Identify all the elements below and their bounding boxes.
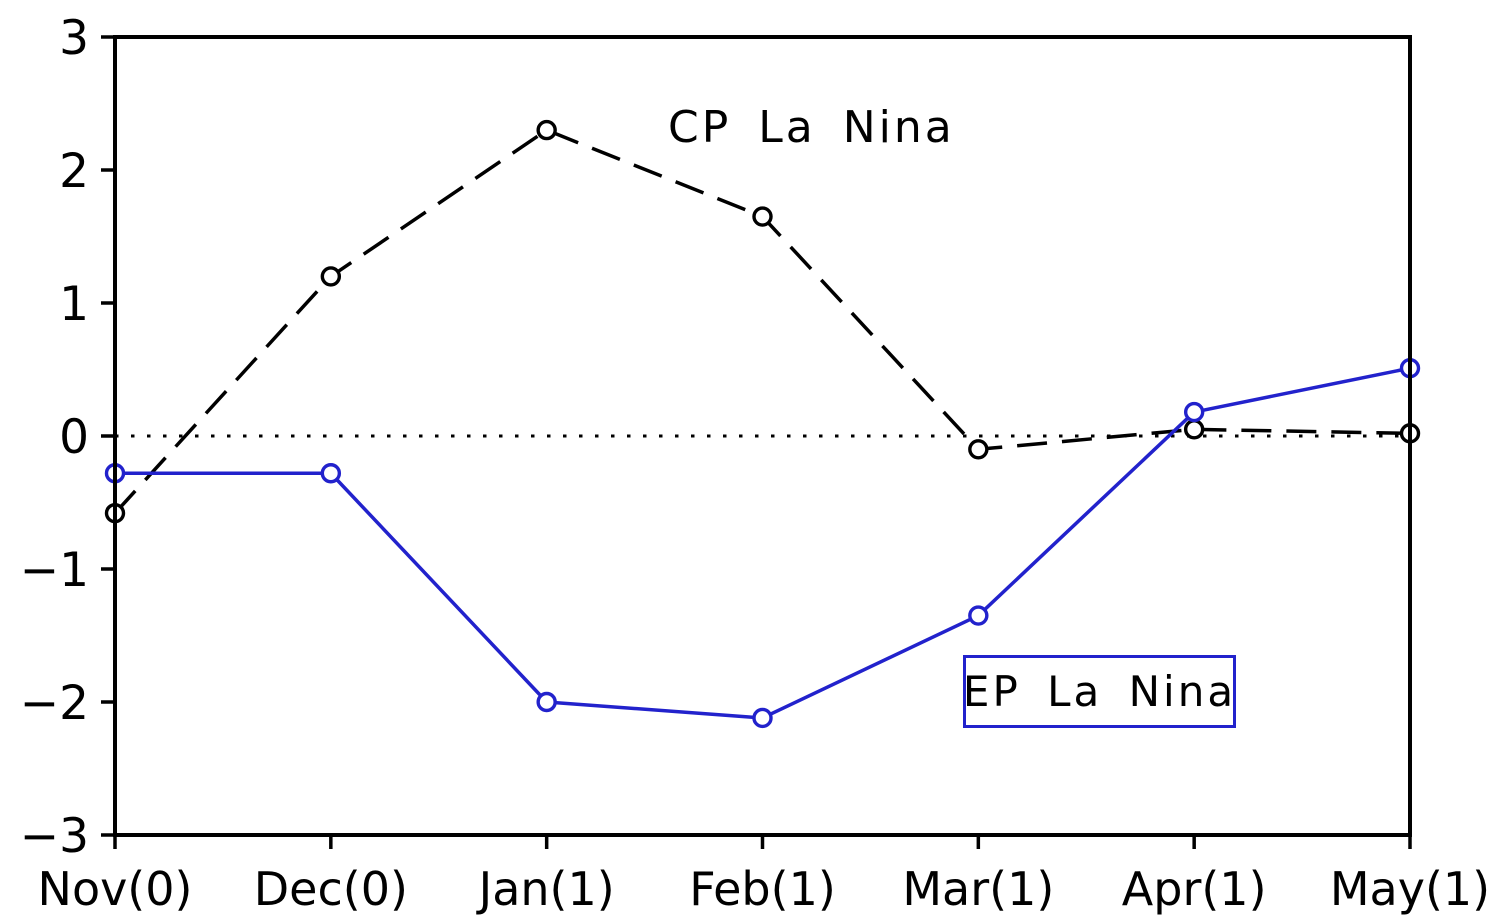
y-axis-tick-label: −3 <box>20 809 89 864</box>
y-axis-tick-label: 3 <box>59 11 89 66</box>
x-axis-tick-label: Apr(1) <box>1122 862 1267 916</box>
ep-data-point-marker <box>1183 401 1205 423</box>
x-axis-tick-label: Feb(1) <box>689 862 836 916</box>
ep-series-label-box: EP La Nina <box>963 655 1236 728</box>
y-axis-tick-label: 0 <box>59 410 89 465</box>
y-axis-tick-label: 2 <box>59 144 89 199</box>
cp-data-point-marker <box>320 266 342 287</box>
cp-data-point-marker <box>752 206 773 227</box>
ep-data-point-marker <box>968 605 989 626</box>
ep-series-label: EP La Nina <box>962 667 1237 716</box>
y-axis-tick-label: 1 <box>59 277 89 332</box>
x-axis-tick-label: Jan(1) <box>476 862 615 916</box>
cp-series-label: CP La Nina <box>668 102 955 153</box>
x-axis-tick-label: May(1) <box>1330 862 1490 916</box>
cp-series-line <box>113 128 1411 515</box>
cp-data-point-marker <box>536 119 557 141</box>
y-axis-tick-label: −1 <box>20 543 89 598</box>
x-axis-tick-label: Nov(0) <box>38 862 193 916</box>
y-axis-tick-label: −2 <box>20 676 89 731</box>
ep-data-point-marker <box>536 691 557 713</box>
cp-data-point-marker <box>1183 419 1205 440</box>
ep-data-point-marker <box>752 707 773 729</box>
x-axis-tick-label: Mar(1) <box>902 862 1054 916</box>
cp-data-point-marker <box>968 439 989 460</box>
ep-data-point-marker <box>320 463 342 484</box>
x-axis-tick-label: Dec(0) <box>254 862 408 916</box>
